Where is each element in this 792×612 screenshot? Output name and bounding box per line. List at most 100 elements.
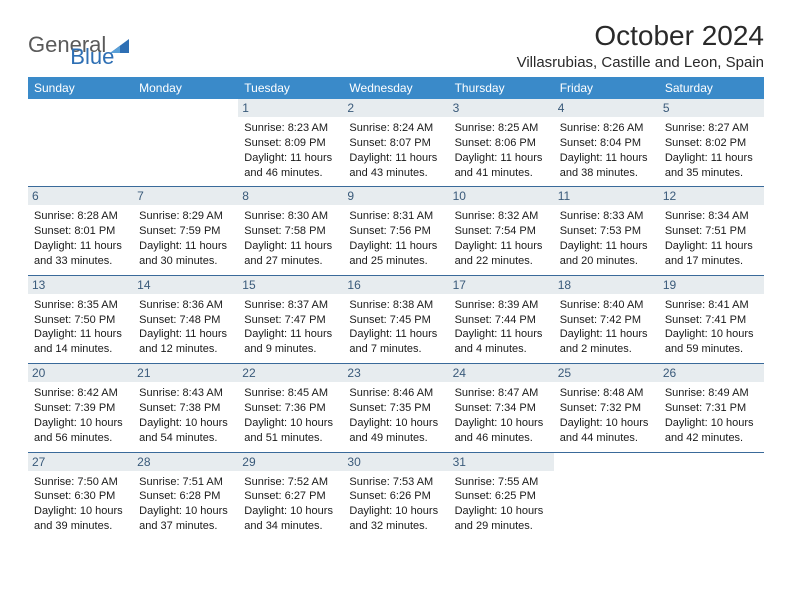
cell-day2: and 38 minutes. (560, 166, 653, 181)
cell-sunrise: Sunrise: 8:46 AM (349, 386, 442, 401)
cell-day2: and 54 minutes. (139, 431, 232, 446)
cell-day2: and 37 minutes. (139, 519, 232, 534)
cell-day2: and 46 minutes. (455, 431, 548, 446)
cell-sunset: Sunset: 6:25 PM (455, 489, 548, 504)
cell-sunrise: Sunrise: 8:25 AM (455, 121, 548, 136)
day-number: 27 (28, 453, 133, 471)
calendar-cell: 17Sunrise: 8:39 AMSunset: 7:44 PMDayligh… (449, 275, 554, 363)
cell-day2: and 42 minutes. (665, 431, 758, 446)
cell-sunset: Sunset: 7:34 PM (455, 401, 548, 416)
cell-sunset: Sunset: 8:01 PM (34, 224, 127, 239)
day-number: 25 (554, 364, 659, 382)
cell-day1: Daylight: 11 hours (349, 151, 442, 166)
cell-sunset: Sunset: 7:51 PM (665, 224, 758, 239)
cell-day2: and 29 minutes. (455, 519, 548, 534)
cell-day2: and 56 minutes. (34, 431, 127, 446)
cell-sunset: Sunset: 8:04 PM (560, 136, 653, 151)
day-number: 7 (133, 187, 238, 205)
cell-sunset: Sunset: 7:41 PM (665, 313, 758, 328)
calendar-cell: 14Sunrise: 8:36 AMSunset: 7:48 PMDayligh… (133, 275, 238, 363)
day-number: 30 (343, 453, 448, 471)
cell-sunset: Sunset: 8:09 PM (244, 136, 337, 151)
cell-day2: and 46 minutes. (244, 166, 337, 181)
day-number: 6 (28, 187, 133, 205)
cell-day1: Daylight: 11 hours (244, 327, 337, 342)
cell-day1: Daylight: 11 hours (34, 239, 127, 254)
location-text: Villasrubias, Castille and Leon, Spain (517, 54, 764, 71)
calendar-cell: 10Sunrise: 8:32 AMSunset: 7:54 PMDayligh… (449, 187, 554, 275)
cell-sunset: Sunset: 7:48 PM (139, 313, 232, 328)
cell-sunrise: Sunrise: 7:51 AM (139, 475, 232, 490)
cell-day2: and 33 minutes. (34, 254, 127, 269)
calendar-cell: 18Sunrise: 8:40 AMSunset: 7:42 PMDayligh… (554, 275, 659, 363)
calendar-cell: 15Sunrise: 8:37 AMSunset: 7:47 PMDayligh… (238, 275, 343, 363)
cell-sunset: Sunset: 7:36 PM (244, 401, 337, 416)
cell-day1: Daylight: 10 hours (349, 416, 442, 431)
cell-sunrise: Sunrise: 8:43 AM (139, 386, 232, 401)
cell-sunrise: Sunrise: 8:48 AM (560, 386, 653, 401)
cell-sunrise: Sunrise: 7:52 AM (244, 475, 337, 490)
cell-sunset: Sunset: 7:42 PM (560, 313, 653, 328)
logo: General Blue (28, 20, 114, 70)
cell-sunrise: Sunrise: 8:31 AM (349, 209, 442, 224)
cell-sunset: Sunset: 8:02 PM (665, 136, 758, 151)
day-number: 28 (133, 453, 238, 471)
cell-sunrise: Sunrise: 8:34 AM (665, 209, 758, 224)
calendar-cell: 1Sunrise: 8:23 AMSunset: 8:09 PMDaylight… (238, 99, 343, 187)
cell-sunrise: Sunrise: 8:38 AM (349, 298, 442, 313)
cell-day1: Daylight: 10 hours (139, 416, 232, 431)
cell-day1: Daylight: 11 hours (665, 239, 758, 254)
cell-day1: Daylight: 10 hours (34, 416, 127, 431)
calendar-cell: 7Sunrise: 8:29 AMSunset: 7:59 PMDaylight… (133, 187, 238, 275)
calendar-row: 13 Sunrise: 8:35 AMSunset: 7:50 PM Dayligh… (28, 275, 764, 363)
day-number: 1 (238, 99, 343, 117)
calendar-cell: 24Sunrise: 8:47 AMSunset: 7:34 PMDayligh… (449, 364, 554, 452)
calendar-cell: 8Sunrise: 8:30 AMSunset: 7:58 PMDaylight… (238, 187, 343, 275)
cell-day2: and 43 minutes. (349, 166, 442, 181)
day-number: 29 (238, 453, 343, 471)
calendar-cell: 3Sunrise: 8:25 AMSunset: 8:06 PMDaylight… (449, 99, 554, 187)
cell-sunset: Sunset: 7:47 PM (244, 313, 337, 328)
cell-sunrise: Sunrise: 8:33 AM (560, 209, 653, 224)
day-number: 9 (343, 187, 448, 205)
cell-day2: and 41 minutes. (455, 166, 548, 181)
cell-sunrise: Sunrise: 8:42 AM (34, 386, 127, 401)
calendar-cell (554, 452, 659, 540)
cell-sunset: Sunset: 7:32 PM (560, 401, 653, 416)
cell-day1: Daylight: 11 hours (139, 239, 232, 254)
cell-day1: Daylight: 11 hours (244, 239, 337, 254)
day-number: 14 (133, 276, 238, 294)
day-number: 20 (28, 364, 133, 382)
cell-day1: Daylight: 11 hours (349, 327, 442, 342)
cell-day1: Daylight: 11 hours (455, 327, 548, 342)
day-number: 22 (238, 364, 343, 382)
calendar-row: 1Sunrise: 8:23 AMSunset: 8:09 PMDaylight… (28, 99, 764, 187)
day-number: 31 (449, 453, 554, 471)
cell-sunset: Sunset: 7:44 PM (455, 313, 548, 328)
cell-sunrise: Sunrise: 8:30 AM (244, 209, 337, 224)
month-title: October 2024 (517, 20, 764, 52)
cell-day2: and 17 minutes. (665, 254, 758, 269)
cell-sunset: Sunset: 6:26 PM (349, 489, 442, 504)
day-number: 2 (343, 99, 448, 117)
day-number: 18 (554, 276, 659, 294)
cell-sunrise: Sunrise: 8:35 AM (34, 298, 127, 313)
calendar-cell: 20Sunrise: 8:42 AMSunset: 7:39 PMDayligh… (28, 364, 133, 452)
cell-day1: Daylight: 11 hours (455, 239, 548, 254)
cell-sunset: Sunset: 7:56 PM (349, 224, 442, 239)
cell-sunset: Sunset: 7:38 PM (139, 401, 232, 416)
cell-sunset: Sunset: 7:50 PM (34, 313, 127, 328)
weekday-mon: Monday (133, 77, 238, 99)
cell-sunrise: Sunrise: 8:49 AM (665, 386, 758, 401)
calendar-table: Sunday Monday Tuesday Wednesday Thursday… (28, 77, 764, 540)
cell-day2: and 22 minutes. (455, 254, 548, 269)
cell-day2: and 27 minutes. (244, 254, 337, 269)
calendar-cell: 25Sunrise: 8:48 AMSunset: 7:32 PMDayligh… (554, 364, 659, 452)
calendar-body: 1Sunrise: 8:23 AMSunset: 8:09 PMDaylight… (28, 99, 764, 540)
day-number: 11 (554, 187, 659, 205)
day-number: 13 (28, 276, 133, 294)
cell-sunrise: Sunrise: 8:28 AM (34, 209, 127, 224)
day-number: 15 (238, 276, 343, 294)
cell-sunset: Sunset: 7:35 PM (349, 401, 442, 416)
calendar-cell (28, 99, 133, 187)
